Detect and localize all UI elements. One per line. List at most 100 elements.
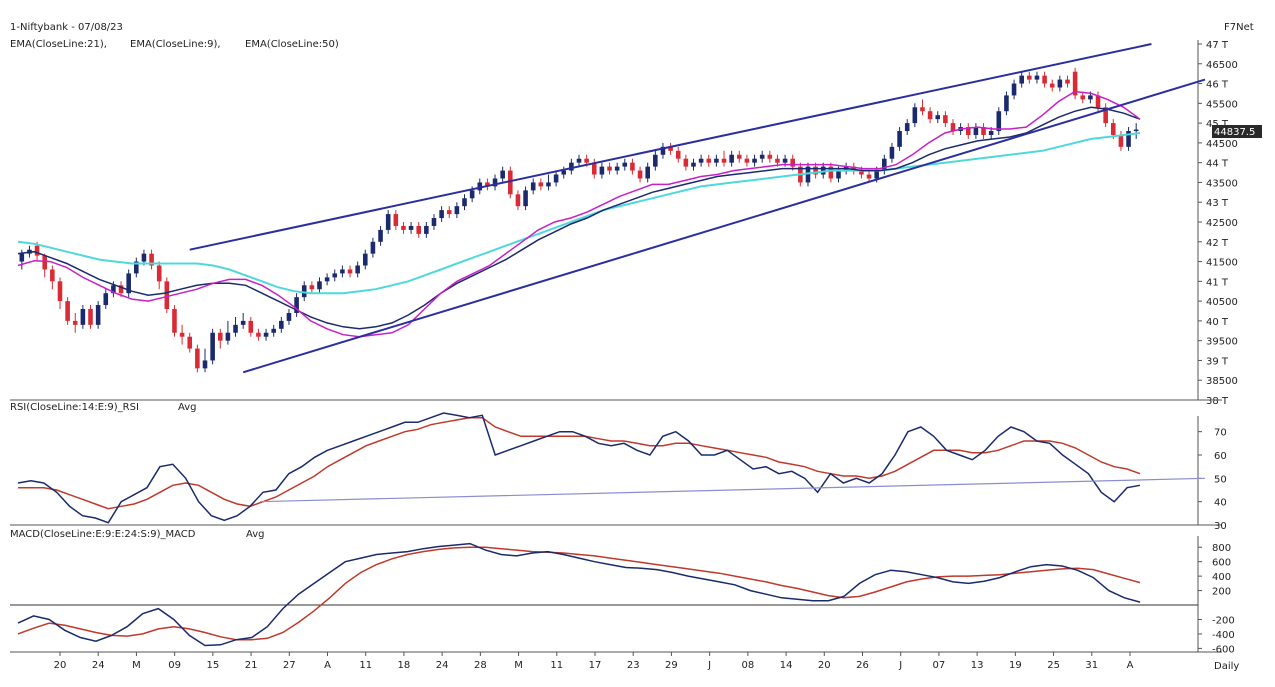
candle-body (1088, 95, 1093, 100)
price-tick-label: 43 T (1206, 198, 1229, 209)
price-tick-label: 46500 (1206, 60, 1238, 71)
rsi-avg-legend: Avg (178, 402, 197, 413)
price-panel: 47 T 46500 46 T 45500 45 T 44500 44 T 43500 43 T… (10, 40, 1238, 407)
candle-body (50, 269, 55, 282)
candle-body (294, 297, 299, 313)
x-tick-label: 14 (780, 660, 793, 671)
price-tick-label: 44500 (1206, 139, 1238, 150)
candle-body (88, 309, 93, 325)
price-tick-label: 42 T (1206, 238, 1229, 249)
ema50-legend: EMA(CloseLine:50) (245, 39, 339, 50)
x-tick-label: 26 (856, 660, 869, 671)
rsi-avg-line (18, 416, 1141, 510)
candle-body (454, 206, 460, 215)
candle-body (141, 253, 147, 262)
candle-body (1133, 129, 1139, 132)
candle-body (706, 158, 712, 163)
x-tick-label: 23 (627, 660, 640, 671)
candle-body (172, 309, 177, 333)
candle-body (714, 158, 719, 163)
candle-body (134, 261, 139, 274)
candle-body (882, 158, 887, 171)
ema21-legend: EMA(CloseLine:21), (10, 39, 107, 50)
candle-body (1034, 75, 1040, 80)
candle-body (72, 320, 78, 325)
last-price-label: 44837.5 (1214, 127, 1255, 138)
candle-body (34, 245, 40, 256)
candle-body (759, 154, 765, 159)
macd-avg-line (17, 546, 1141, 641)
candle-body (683, 158, 689, 167)
macd-tick-label: -400 (1212, 630, 1235, 641)
candle-body (263, 332, 269, 337)
x-tick-label: 11 (550, 660, 563, 671)
candle-body (950, 123, 956, 132)
provider-label: F7Net (1224, 22, 1254, 33)
x-tick-label: 07 (933, 660, 946, 671)
candle-body (286, 312, 292, 321)
candle-body (1118, 134, 1124, 147)
candle-body (584, 158, 589, 163)
x-tick-label: 27 (283, 660, 296, 671)
candle-body (874, 170, 879, 179)
candle-body (439, 210, 444, 219)
candle-body (1049, 83, 1055, 88)
rsi-trendline (259, 477, 1206, 503)
x-tick-label: J (707, 660, 711, 671)
candle-body (42, 255, 48, 270)
candle-body (790, 158, 796, 167)
candle-body (248, 320, 254, 333)
candle-body (645, 166, 650, 179)
rsi-line (17, 412, 1141, 524)
candle-body (401, 225, 406, 230)
candle-body (477, 182, 483, 191)
candle-body (515, 194, 521, 207)
x-tick-label: A (324, 660, 331, 671)
candle-body (309, 285, 315, 290)
rsi-tick-label: 40 (1214, 498, 1227, 509)
macd-line (17, 542, 1141, 647)
rsi-tick-label: 70 (1214, 428, 1227, 439)
x-tick-label: 28 (474, 660, 487, 671)
candle-body (187, 336, 193, 349)
candle-body (202, 360, 208, 369)
x-tick-label: 17 (589, 660, 602, 671)
candle-body (370, 241, 376, 254)
candle-body (210, 332, 215, 361)
candle-body (660, 146, 666, 155)
last-price-badge (1212, 125, 1262, 138)
candle-body (904, 123, 910, 132)
candle-body (65, 301, 70, 321)
candle-body (271, 328, 276, 333)
ema50-line (17, 132, 1141, 295)
candle-body (57, 281, 63, 302)
candle-body (469, 190, 475, 199)
candle-body (653, 154, 658, 167)
x-tick-label: 09 (168, 660, 181, 671)
candle-body (485, 182, 490, 187)
macd-tick-label: -200 (1212, 615, 1235, 626)
candle-body (973, 127, 979, 135)
candle-body (111, 285, 116, 294)
candle-body (1004, 95, 1009, 112)
ema9-legend: EMA(CloseLine:9), (130, 39, 221, 50)
candle-body (217, 332, 223, 341)
candle-body (164, 281, 170, 310)
price-tick-label: 46 T (1206, 80, 1229, 91)
ema21-line (17, 106, 1141, 330)
candle-body (301, 285, 307, 298)
candle-body (1065, 79, 1070, 84)
x-tick-label: 11 (359, 660, 372, 671)
x-tick-label: M (514, 660, 523, 671)
candle-body (1103, 107, 1108, 124)
candle-body (1019, 75, 1024, 84)
candle-body (362, 253, 368, 266)
macd-legend: MACD(CloseLine:E:9:E:24:S:9)_MACD (10, 529, 196, 540)
price-tick-label: 45500 (1206, 99, 1238, 110)
candle-body (599, 166, 605, 175)
candle-body (591, 162, 597, 175)
macd-tick-label: 200 (1212, 587, 1231, 598)
candle-body (508, 170, 513, 195)
candle-body (225, 332, 231, 341)
candle-body (431, 218, 437, 226)
